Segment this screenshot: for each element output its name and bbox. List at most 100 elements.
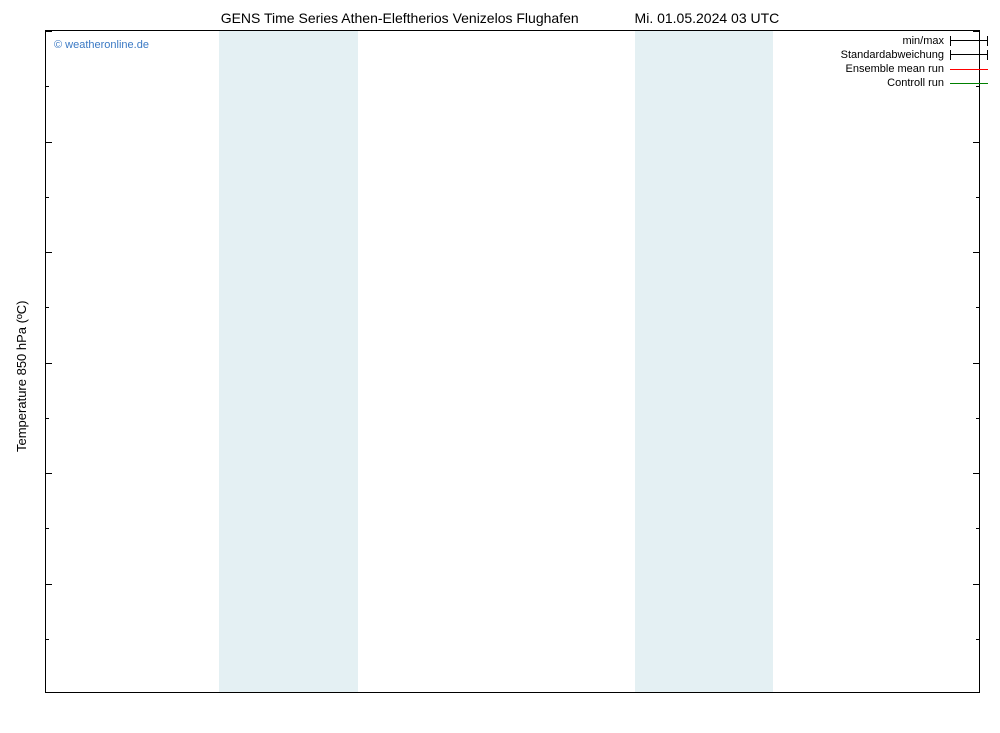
x-minor-tick: [479, 692, 480, 693]
y-minor-tick: [976, 639, 979, 640]
x-minor-tick: [306, 692, 307, 693]
title-left: GENS Time Series Athen-Eleftherios Veniz…: [221, 10, 579, 26]
x-minor-tick: [444, 30, 445, 31]
x-minor-tick: [63, 692, 64, 693]
x-minor-tick: [219, 30, 220, 31]
y-tick-mark: [973, 31, 979, 32]
x-minor-tick: [808, 692, 809, 693]
x-tick-mark: [254, 30, 255, 31]
title-right: Mi. 01.05.2024 03 UTC: [635, 10, 780, 26]
x-minor-tick: [340, 30, 341, 31]
x-minor-tick: [427, 692, 428, 693]
legend-item: Controll run: [841, 76, 988, 90]
x-minor-tick: [514, 692, 515, 693]
plot-area: © weatheronline.de 480500520540560580600…: [45, 30, 980, 693]
x-minor-tick: [98, 30, 99, 31]
y-tick-mark: [973, 473, 979, 474]
x-tick-mark: [254, 692, 255, 693]
x-minor-tick: [635, 692, 636, 693]
x-tick-mark: [115, 692, 116, 693]
x-minor-tick: [410, 692, 411, 693]
legend-label: min/max: [902, 35, 944, 47]
x-minor-tick: [946, 30, 947, 31]
x-minor-tick: [81, 692, 82, 693]
x-tick-mark: [669, 692, 670, 693]
y-minor-tick: [976, 418, 979, 419]
x-minor-tick: [150, 692, 151, 693]
x-minor-tick: [721, 692, 722, 693]
x-minor-tick: [410, 30, 411, 31]
x-minor-tick: [825, 692, 826, 693]
x-tick-mark: [531, 30, 532, 31]
x-minor-tick: [877, 30, 878, 31]
x-minor-tick: [358, 692, 359, 693]
x-minor-tick: [842, 692, 843, 693]
x-minor-tick: [773, 692, 774, 693]
y-tick-mark: [46, 363, 52, 364]
x-tick-mark: [323, 30, 324, 31]
y-tick-mark: [46, 142, 52, 143]
y-minor-tick: [46, 418, 49, 419]
x-minor-tick: [202, 692, 203, 693]
y-minor-tick: [976, 197, 979, 198]
x-minor-tick: [687, 692, 688, 693]
x-minor-tick: [635, 30, 636, 31]
x-minor-tick: [63, 30, 64, 31]
x-minor-tick: [496, 30, 497, 31]
y-minor-tick: [46, 639, 49, 640]
x-tick-mark: [462, 692, 463, 693]
x-minor-tick: [236, 30, 237, 31]
x-minor-tick: [791, 692, 792, 693]
x-minor-tick: [133, 692, 134, 693]
x-minor-tick: [860, 30, 861, 31]
x-minor-tick: [860, 692, 861, 693]
x-tick-mark: [323, 692, 324, 693]
x-tick-mark: [115, 30, 116, 31]
x-minor-tick: [964, 692, 965, 693]
legend-item: min/max: [841, 34, 988, 48]
x-tick-mark: [392, 30, 393, 31]
weekend-band: [635, 31, 774, 692]
x-minor-tick: [81, 30, 82, 31]
x-minor-tick: [704, 30, 705, 31]
x-minor-tick: [288, 692, 289, 693]
x-minor-tick: [687, 30, 688, 31]
x-minor-tick: [167, 30, 168, 31]
x-minor-tick: [929, 692, 930, 693]
x-minor-tick: [375, 30, 376, 31]
y-tick-mark: [46, 473, 52, 474]
x-minor-tick: [133, 30, 134, 31]
x-minor-tick: [375, 692, 376, 693]
x-tick-mark: [462, 30, 463, 31]
legend-swatch: [950, 69, 988, 70]
x-minor-tick: [791, 30, 792, 31]
x-minor-tick: [756, 692, 757, 693]
legend-label: Controll run: [887, 77, 944, 89]
x-minor-tick: [358, 30, 359, 31]
y-minor-tick: [46, 197, 49, 198]
chart-container: GENS Time Series Athen-Eleftherios Veniz…: [0, 0, 1000, 733]
x-tick-mark: [184, 692, 185, 693]
x-tick-mark: [600, 30, 601, 31]
x-minor-tick: [98, 692, 99, 693]
x-minor-tick: [496, 692, 497, 693]
x-minor-tick: [894, 30, 895, 31]
x-minor-tick: [479, 30, 480, 31]
x-minor-tick: [704, 692, 705, 693]
x-tick-mark: [600, 692, 601, 693]
x-minor-tick: [617, 30, 618, 31]
y-tick-mark: [973, 252, 979, 253]
x-minor-tick: [236, 692, 237, 693]
x-minor-tick: [617, 692, 618, 693]
y-minor-tick: [46, 86, 49, 87]
x-minor-tick: [756, 30, 757, 31]
x-minor-tick: [271, 30, 272, 31]
legend-item: Standardabweichung: [841, 48, 988, 62]
x-tick-mark: [739, 692, 740, 693]
x-minor-tick: [842, 30, 843, 31]
x-minor-tick: [548, 30, 549, 31]
x-minor-tick: [514, 30, 515, 31]
x-minor-tick: [565, 692, 566, 693]
x-minor-tick: [306, 30, 307, 31]
legend-swatch: [950, 50, 988, 60]
